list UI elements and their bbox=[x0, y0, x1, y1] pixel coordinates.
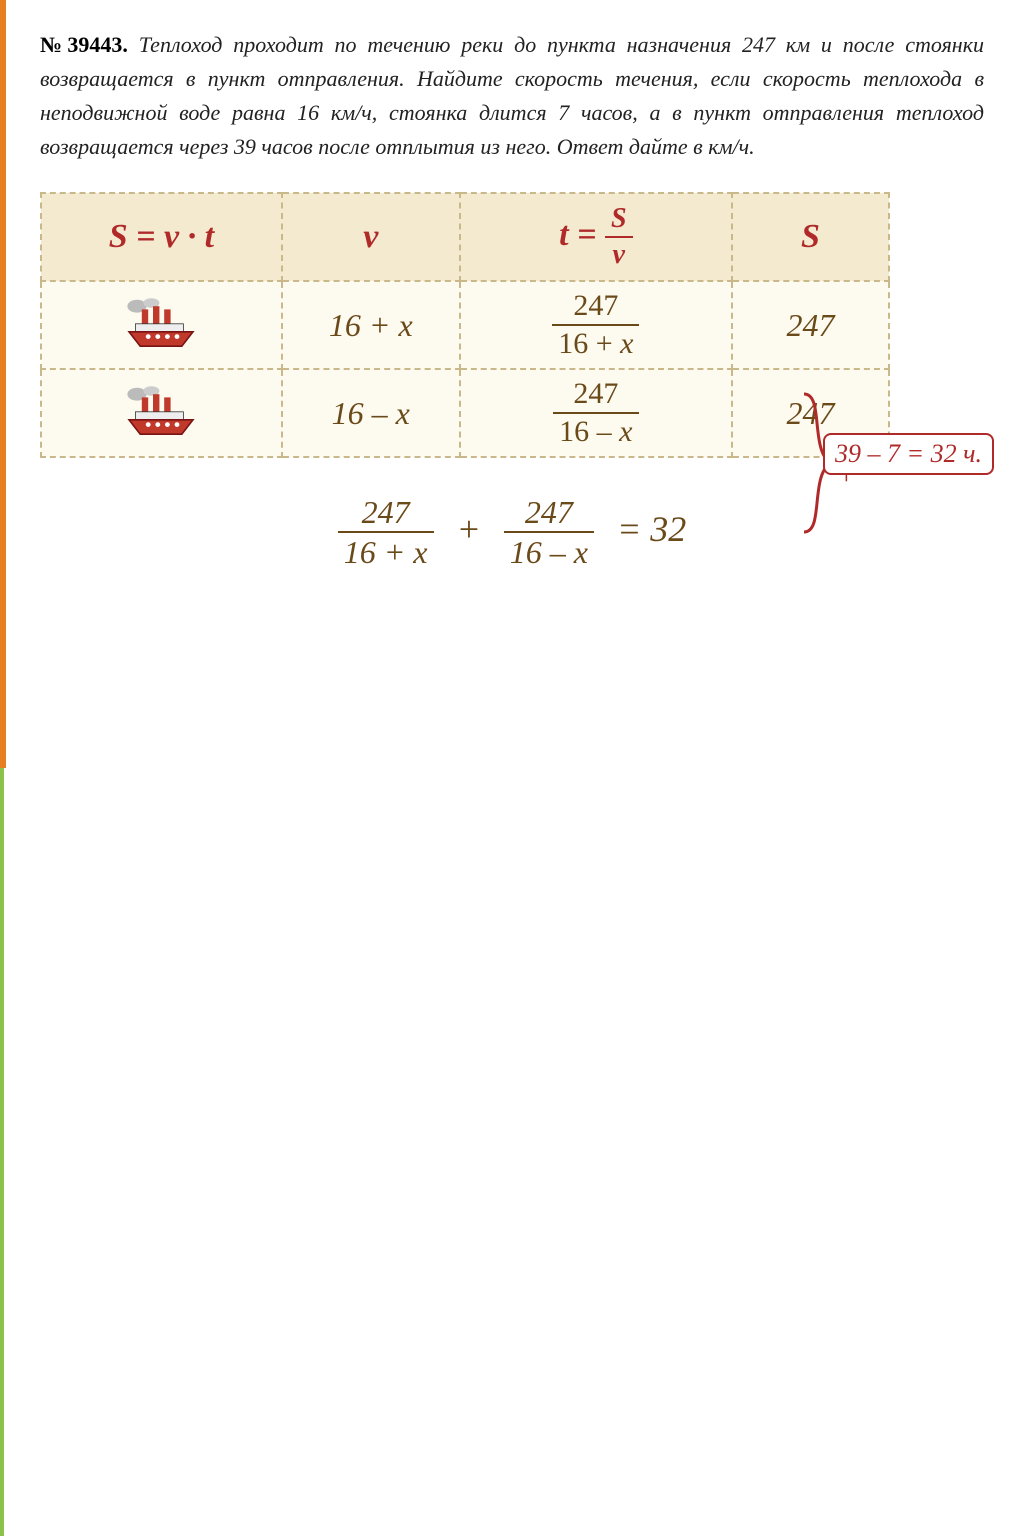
steamship-icon bbox=[121, 295, 201, 351]
cell-s-down: 247 bbox=[732, 281, 889, 369]
final-equation: 247 16 + x + 247 16 – x = 32 bbox=[40, 496, 984, 568]
table-row: 16 – x 247 16 – x 247 bbox=[41, 369, 889, 457]
ship-cell bbox=[41, 281, 282, 369]
th-v: v bbox=[282, 193, 460, 281]
cell-t-up: 247 16 – x bbox=[460, 369, 732, 457]
time-annotation: 39 – 7 = 32 ч. bbox=[823, 433, 994, 475]
th-t-frac: S v bbox=[605, 205, 633, 269]
th-t-label: t = bbox=[559, 216, 596, 253]
th-svt: S = v · t bbox=[41, 193, 282, 281]
steamship-icon bbox=[121, 383, 201, 439]
cell-t-down: 247 16 + x bbox=[460, 281, 732, 369]
problem-number: №39443. bbox=[40, 32, 128, 57]
cell-v-down: 16 + x bbox=[282, 281, 460, 369]
th-t: t = S v bbox=[460, 193, 732, 281]
ship-cell bbox=[41, 369, 282, 457]
problem-body: Теплоход проходит по течению реки до пун… bbox=[40, 32, 984, 159]
problem-statement: №39443. Теплоход проходит по течению рек… bbox=[40, 28, 984, 164]
th-s: S bbox=[732, 193, 889, 281]
cell-v-up: 16 – x bbox=[282, 369, 460, 457]
table-row: 16 + x 247 16 + x 247 bbox=[41, 281, 889, 369]
solution-table: S = v · t v t = S v S bbox=[40, 192, 890, 458]
